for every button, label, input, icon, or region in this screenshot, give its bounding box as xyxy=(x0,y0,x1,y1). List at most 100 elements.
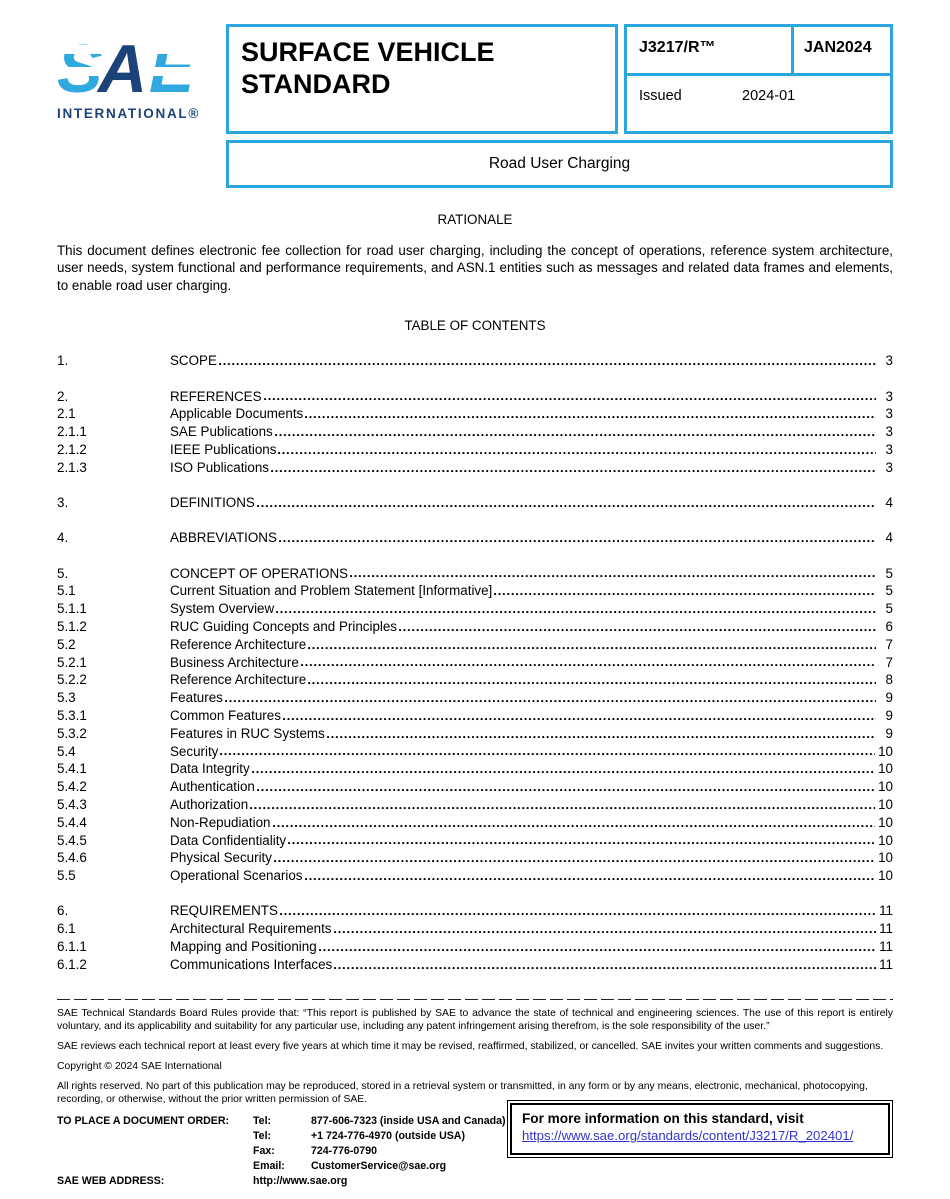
toc-entry: 6. REQUIREMENTS 11 xyxy=(57,902,893,921)
toc-entry-page: 5 xyxy=(885,601,893,617)
toc-entry: 5.2 Reference Architecture 7 xyxy=(57,635,893,654)
toc-entry-number: 5.4.5 xyxy=(57,832,87,848)
toc-dot-leader xyxy=(304,867,876,885)
toc-entry-page: 4 xyxy=(885,495,893,510)
toc-dot-leader xyxy=(399,617,876,636)
toc-entry-number: 6.1.1 xyxy=(57,939,87,955)
toc-entry-page: 11 xyxy=(879,921,893,937)
toc-dot-leader xyxy=(326,724,876,743)
document-header: S E A INTERNATIONAL® SURFACE VEHICLE STA… xyxy=(57,24,893,188)
toc-entry-number: 5.5 xyxy=(57,868,76,884)
toc-entry-number: 4. xyxy=(57,530,69,546)
toc-entry: 6.1 Architectural Requirements 11 xyxy=(57,920,893,939)
logo-subtitle: INTERNATIONAL® xyxy=(57,106,200,121)
toc-entry-title: Communications Interfaces xyxy=(170,956,333,972)
toc-entry-title: RUC Guiding Concepts and Principles xyxy=(170,618,398,634)
toc-entry-title: DEFINITIONS xyxy=(170,495,255,510)
order-row-label xyxy=(57,1144,253,1159)
toc-entry: 5.2.1 Business Architecture 7 xyxy=(57,653,893,672)
toc-entry: 6.1.2 Communications Interfaces 11 xyxy=(57,955,893,974)
toc-entry-number: 2.1.2 xyxy=(57,441,87,457)
standard-url-link[interactable]: https://www.sae.org/standards/content/J3… xyxy=(522,1128,854,1144)
logo-letter-a: A xyxy=(96,31,147,107)
document-id-box: J3217/R™ JAN2024 Issued 2024-01 xyxy=(624,24,893,134)
toc-entry-title: Architectural Requirements xyxy=(170,921,332,937)
toc-entry: 2.1.2 IEEE Publications 3 xyxy=(57,440,893,459)
toc-dot-leader xyxy=(300,653,876,672)
more-info-box: For more information on this standard, v… xyxy=(507,1100,893,1159)
toc-entry-number: 5.2.1 xyxy=(57,654,87,670)
toc-entry-title: Security xyxy=(170,743,219,759)
toc-entry-title: System Overview xyxy=(170,601,275,617)
toc-entry-number: 5.1.1 xyxy=(57,601,87,617)
toc-entry: 5.4 Security 10 xyxy=(57,742,893,761)
document-number: J3217/R™ xyxy=(627,27,794,73)
order-row-key: Fax: xyxy=(253,1145,275,1158)
toc-entry-title: REFERENCES xyxy=(170,388,262,404)
toc-entry: 2.1.1 SAE Publications 3 xyxy=(57,423,893,441)
toc-entry-title: Authorization xyxy=(170,796,249,812)
toc-entry-number: 5.4.1 xyxy=(57,761,87,777)
toc-entry: 5.1 Current Situation and Problem Statem… xyxy=(57,582,893,601)
order-row-key: http://www.sae.org xyxy=(253,1175,348,1188)
toc-dot-leader xyxy=(263,387,876,406)
toc-entry-number: 5.2.2 xyxy=(57,672,87,688)
toc-entry-number: 6.1 xyxy=(57,921,76,937)
table-of-contents: 1. SCOPE 3 2. REFERENCES 3 2.1 Applicabl… xyxy=(57,352,893,974)
toc-entry-number: 1. xyxy=(57,353,69,369)
toc-entry: 5.4.6 Physical Security 10 xyxy=(57,849,893,868)
order-row-label: TO PLACE A DOCUMENT ORDER: xyxy=(57,1115,230,1128)
toc-dot-leader xyxy=(334,955,876,974)
toc-entry: 2.1.3 ISO Publications 3 xyxy=(57,458,893,477)
toc-entry-page: 3 xyxy=(885,406,893,422)
toc-entry-title: IEEE Publications xyxy=(170,441,277,457)
order-row-value: 877-606-7323 (inside USA and Canada) xyxy=(311,1115,506,1128)
toc-entry: 6.1.1 Mapping and Positioning 11 xyxy=(57,938,893,956)
sae-logo-graphic: S E A INTERNATIONAL® xyxy=(57,31,207,121)
toc-entry-number: 5.3 xyxy=(57,690,76,706)
toc-entry-page: 5 xyxy=(885,565,893,581)
toc-entry: 4. ABBREVIATIONS 4 xyxy=(57,529,893,548)
toc-entry-number: 2.1.3 xyxy=(57,459,87,475)
toc-entry-number: 5.4.3 xyxy=(57,796,87,812)
order-row-value: 724-776-0790 xyxy=(311,1145,377,1158)
toc-dot-leader xyxy=(250,795,876,814)
toc-entry-page: 6 xyxy=(885,618,893,634)
toc-entry-page: 10 xyxy=(878,814,893,830)
toc-entry-page: 11 xyxy=(879,903,893,919)
toc-entry-page: 7 xyxy=(885,636,893,652)
more-info-heading: For more information on this standard, v… xyxy=(522,1111,804,1127)
toc-entry-title: REQUIREMENTS xyxy=(170,903,278,919)
toc-entry-title: Reference Architecture xyxy=(170,636,307,652)
toc-entry-title: Reference Architecture xyxy=(170,672,307,688)
toc-entry: 5.4.5 Data Confidentiality 10 xyxy=(57,831,893,850)
toc-entry: 2. REFERENCES 3 xyxy=(57,387,893,406)
toc-entry-title: Business Architecture xyxy=(170,654,299,670)
toc-entry-number: 5.4.2 xyxy=(57,779,87,795)
toc-dot-leader xyxy=(256,494,876,512)
toc-entry: 5.1.1 System Overview 5 xyxy=(57,600,893,618)
toc-entry: 5.4.2 Authentication 10 xyxy=(57,778,893,796)
order-row-key: Email: xyxy=(253,1160,285,1173)
toc-entry-number: 5.4 xyxy=(57,743,76,759)
toc-entry-page: 5 xyxy=(885,583,893,599)
document-date: JAN2024 xyxy=(804,39,872,56)
toc-entry: 5.3 Features 9 xyxy=(57,689,893,707)
toc-entry-number: 5.2 xyxy=(57,636,76,652)
toc-dot-leader xyxy=(308,671,876,690)
toc-entry-page: 3 xyxy=(885,441,893,457)
toc-entry: 5.4.1 Data Integrity 10 xyxy=(57,760,893,779)
toc-entry-number: 5.1 xyxy=(57,583,76,599)
toc-dot-leader xyxy=(350,564,876,583)
toc-entry-title: Physical Security xyxy=(170,850,272,866)
toc-entry: 5.2.2 Reference Architecture 8 xyxy=(57,671,893,690)
toc-entry-page: 9 xyxy=(885,690,893,706)
toc-entry-number: 5.4.4 xyxy=(57,814,87,830)
toc-entry-title: Non-Repudiation xyxy=(170,814,271,830)
toc-entry: 2.1 Applicable Documents 3 xyxy=(57,405,893,424)
toc-dot-leader xyxy=(318,938,876,956)
toc-entry: 5.4.4 Non-Repudiation 10 xyxy=(57,813,893,832)
toc-entry-title: Features in RUC Systems xyxy=(170,725,325,741)
toc-dot-leader xyxy=(308,635,876,654)
toc-entry-title: Data Integrity xyxy=(170,761,250,777)
